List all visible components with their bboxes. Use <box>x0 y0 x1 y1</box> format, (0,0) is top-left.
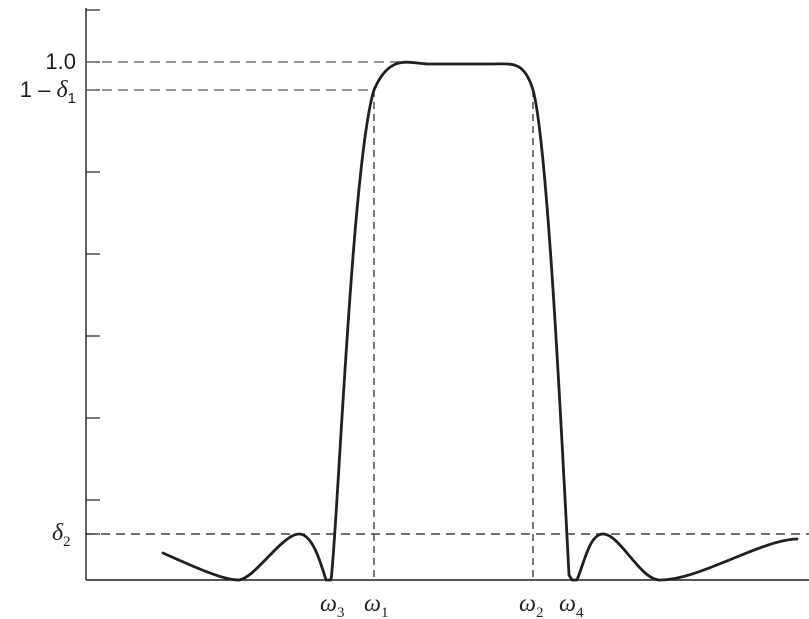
y-label-delta2: δ2 <box>52 520 71 550</box>
x-label-omega1: ω1 <box>364 591 388 619</box>
x-label-omega2: ω2 <box>519 591 543 619</box>
x-label-omega4: ω4 <box>559 591 584 619</box>
magnitude-response-curve <box>161 60 799 582</box>
y-axis-ticks <box>86 9 100 535</box>
x-label-omega3: ω3 <box>320 591 344 619</box>
y-label-one: 1.0 <box>45 49 76 74</box>
y-label-one-minus-delta1: 1 – δ1 <box>20 77 76 107</box>
